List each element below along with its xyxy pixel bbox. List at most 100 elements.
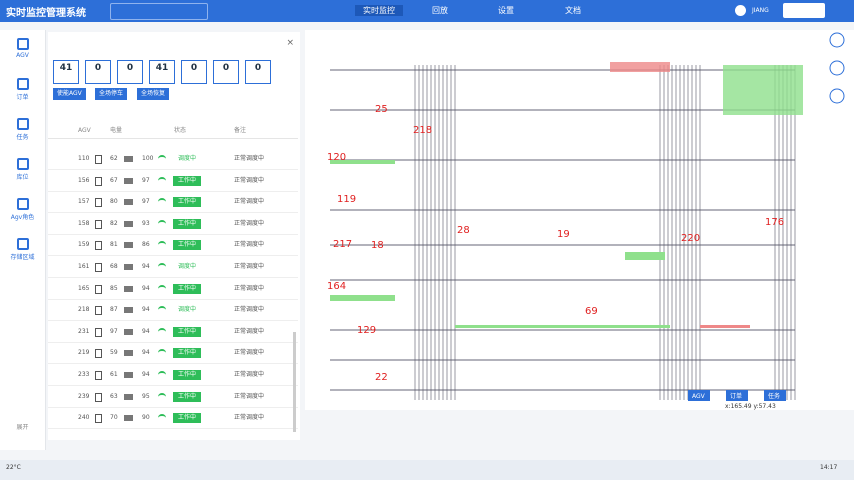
- map-label: 176: [765, 217, 784, 228]
- stat-box: 0: [213, 60, 239, 84]
- sidebar-item[interactable]: 订单: [0, 78, 45, 101]
- action-button[interactable]: 全场停车: [95, 88, 128, 100]
- tool-button[interactable]: [764, 390, 786, 401]
- logout-box[interactable]: [783, 3, 825, 18]
- map-label: 19: [557, 229, 570, 240]
- note: 正常调度中: [234, 371, 265, 378]
- status: 工作中: [173, 175, 202, 186]
- collapse[interactable]: 展开: [16, 424, 29, 431]
- row-line: [48, 406, 298, 408]
- nav-item[interactable]: 设置: [498, 6, 514, 15]
- agv-number: 97: [110, 327, 118, 335]
- sidebar-item[interactable]: Agv角色: [0, 198, 45, 221]
- wifi-icon: [158, 371, 166, 379]
- tool-button[interactable]: [726, 390, 748, 401]
- wifi-icon: [158, 306, 166, 314]
- map-tool[interactable]: [829, 32, 845, 48]
- wifi-icon: [158, 198, 166, 206]
- battery-value: 93: [142, 219, 150, 227]
- agv-number: 85: [110, 284, 118, 292]
- note: 正常调度中: [234, 176, 265, 184]
- close-icon[interactable]: ×: [286, 38, 294, 48]
- stat-box: 0: [85, 60, 111, 84]
- note: 正常调度中: [234, 155, 265, 162]
- row-line: [48, 428, 298, 430]
- battery-icon: [124, 415, 133, 422]
- agv-id: 240: [78, 414, 90, 422]
- bar-green: [330, 160, 395, 164]
- agv-number: 70: [110, 414, 118, 422]
- note: 正常调度中: [234, 198, 265, 206]
- coords: x:165.49 y:57.43: [725, 403, 776, 410]
- status: 工作中: [173, 218, 202, 229]
- row-line: [48, 385, 298, 386]
- battery-value: 94: [142, 327, 150, 335]
- action-button[interactable]: 使能AGV: [53, 88, 86, 100]
- sidebar-label: Agv角色: [10, 214, 35, 221]
- map-label: 220: [681, 233, 700, 244]
- nav-item[interactable]: 回放: [432, 6, 448, 15]
- battery-value: 97: [142, 198, 150, 206]
- status: 工作中: [173, 283, 202, 294]
- agv-number: 67: [110, 176, 118, 184]
- battery-value: 94: [142, 284, 150, 292]
- agv-number: 82: [110, 219, 118, 227]
- nav-item[interactable]: 实时监控: [355, 5, 403, 16]
- tool-label: AGV: [692, 393, 706, 400]
- sidebar-icon: [16, 198, 29, 210]
- status: 工作中: [173, 240, 202, 251]
- battery-icon: [124, 393, 133, 400]
- sidebar-icon: [16, 118, 29, 130]
- stat-box: 0: [245, 60, 271, 84]
- sidebar-item[interactable]: 任务: [0, 118, 45, 141]
- map-label: 22: [375, 372, 388, 383]
- agv-icon: [95, 414, 102, 424]
- map-tool[interactable]: [829, 88, 845, 104]
- table-header: 备注: [234, 127, 247, 134]
- agv-id: 159: [78, 241, 90, 249]
- agv-icon: [95, 176, 102, 186]
- map-label: 164: [327, 281, 346, 292]
- avatar[interactable]: [735, 5, 746, 16]
- sidebar-item[interactable]: AGV: [0, 38, 45, 59]
- row-line: [48, 363, 298, 365]
- agv-panel: × 41 0 0 41 0 0 0 使能AGV 全场停车 全场恢复 AGV 电量 状态 备注 110 62 10…: [48, 32, 300, 440]
- nav-item[interactable]: 文档: [565, 6, 581, 15]
- agv-number: 61: [110, 371, 118, 378]
- sidebar-label: 存储区域: [10, 254, 35, 261]
- stat-box: 0: [117, 60, 143, 84]
- battery-value: 86: [142, 241, 150, 249]
- tool-label: 任务: [768, 392, 780, 400]
- stat-box: 41: [53, 60, 79, 84]
- note: 正常调度中: [234, 241, 265, 249]
- note: 正常调度中: [234, 392, 265, 400]
- map-label: 69: [585, 306, 598, 317]
- sidebar-item[interactable]: 库位: [0, 158, 45, 181]
- sidebar-item[interactable]: 存储区域: [0, 238, 45, 261]
- battery-value: 97: [142, 176, 150, 184]
- header: 实时监控管理系统 实时监控 回放 设置 文档 JIANG: [0, 0, 854, 22]
- map-label: 218: [413, 125, 432, 136]
- user-name[interactable]: JIANG: [752, 7, 769, 14]
- row-line: [48, 255, 298, 257]
- map-label: 18: [371, 240, 384, 251]
- agv-id: 156: [78, 176, 90, 184]
- app-title: 实时监控管理系统: [6, 8, 86, 19]
- battery-value: 94: [142, 349, 150, 357]
- stat-box: 0: [181, 60, 207, 84]
- row-line: [48, 341, 298, 343]
- stat-box: 41: [149, 60, 175, 84]
- agv-number: 68: [110, 263, 118, 270]
- agv-number: 62: [110, 155, 118, 162]
- tool-button[interactable]: [688, 390, 710, 401]
- battery-icon: [124, 220, 133, 227]
- scrollbar: [293, 332, 296, 432]
- map-tool[interactable]: [829, 60, 845, 76]
- status: 工作中: [173, 413, 202, 424]
- map: 25 218 120 119 217 18 28 19 220 176 164 69 129 22 AGV 订…: [305, 30, 854, 410]
- agv-icon: [95, 349, 102, 359]
- battery-value: 90: [142, 414, 150, 422]
- action-button[interactable]: 全场恢复: [137, 88, 170, 100]
- search-box[interactable]: [110, 3, 208, 20]
